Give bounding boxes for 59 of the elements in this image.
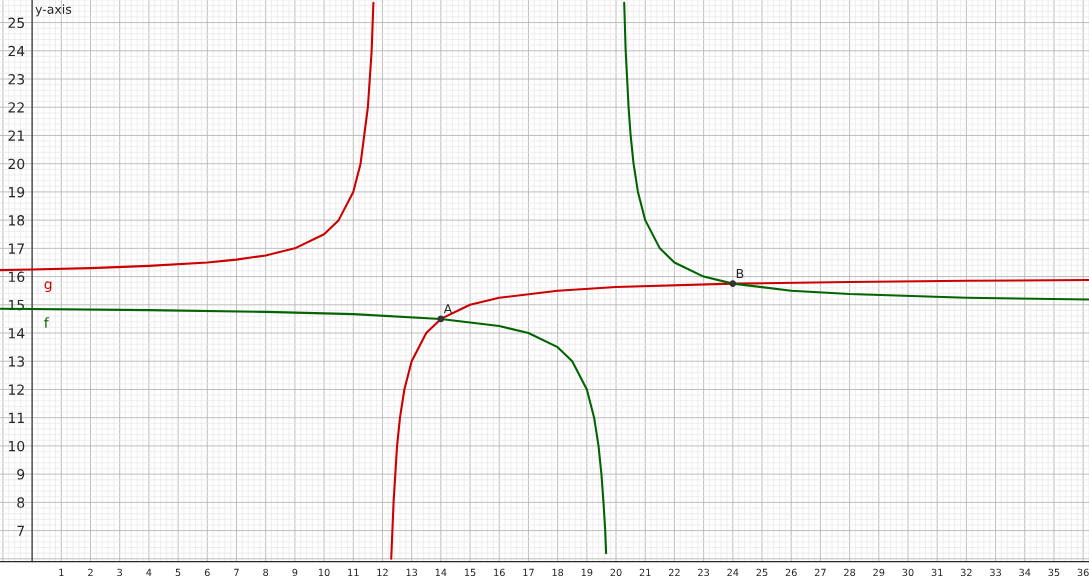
y-tick-label: 22 (8, 102, 24, 113)
x-tick-label: 28 (844, 568, 856, 577)
x-tick-label: 12 (377, 568, 388, 576)
x-tick-label: 36 (1077, 568, 1089, 577)
annotation: B (736, 268, 744, 279)
x-tick-label: 17 (523, 568, 534, 576)
y-tick-label: 21 (8, 130, 24, 141)
x-tick-label: 35 (1048, 568, 1060, 577)
x-tick-label: 24 (727, 568, 739, 576)
x-tick-label: 27 (814, 568, 826, 576)
x-tick-label: 13 (406, 568, 418, 577)
y-tick-label: 12 (9, 384, 24, 395)
x-tick-label: 20 (610, 568, 622, 577)
x-tick-label: 3 (117, 568, 123, 577)
x-tick-label: 26 (785, 568, 797, 577)
x-tick-label: 23 (698, 568, 710, 577)
x-tick-label: 10 (318, 568, 330, 577)
y-tick-label: 13 (9, 356, 25, 367)
x-tick-label: 25 (756, 568, 768, 577)
x-tick-label: 5 (175, 568, 181, 577)
y-tick-label: 10 (9, 440, 25, 452)
x-tick-label: 7 (234, 568, 239, 576)
y-tick-label: 9 (17, 469, 25, 480)
y-tick-label: 8 (17, 497, 25, 508)
y-tick-label: 19 (9, 186, 25, 198)
series-label: f (44, 317, 49, 328)
x-tick-label: 18 (552, 568, 564, 577)
x-tick-label: 11 (348, 568, 359, 576)
x-tick-label: 31 (931, 568, 943, 577)
x-tick-label: 2 (88, 568, 93, 576)
y-tick-label: 17 (9, 243, 24, 254)
y-tick-label: 23 (8, 73, 25, 85)
x-tick-label: 4 (146, 568, 152, 576)
series-label: g (44, 281, 52, 292)
y-tick-label: 18 (9, 215, 25, 226)
x-tick-label: 16 (494, 568, 505, 577)
x-tick-label: 22 (668, 568, 680, 576)
x-tick-label: 32 (960, 568, 972, 577)
x-tick-label: 9 (292, 568, 298, 577)
x-tick-label: 30 (902, 568, 914, 577)
x-tick-label: 15 (464, 568, 476, 577)
x-tick-label: 34 (1019, 568, 1031, 577)
y-tick-label: 25 (8, 17, 24, 29)
y-tick-label: 14 (9, 328, 25, 339)
x-tick-label: 21 (639, 568, 651, 576)
x-tick-label: 33 (990, 568, 1001, 577)
y-tick-label: 7 (17, 525, 24, 536)
x-tick-label: 8 (263, 568, 269, 577)
annotation: A (443, 304, 453, 314)
y-tick-label: 20 (8, 158, 25, 170)
x-tick-label: 29 (873, 568, 885, 577)
x-tick-label: 6 (204, 568, 210, 577)
y-axis-title: y-axis (35, 4, 72, 17)
x-tick-label: 1 (59, 568, 64, 576)
x-tick-label: 19 (581, 568, 593, 577)
y-tick-label: 11 (9, 412, 24, 423)
y-tick-label: 16 (9, 271, 25, 283)
x-tick-label: 14 (435, 568, 447, 576)
y-tick-label: 24 (8, 45, 25, 57)
